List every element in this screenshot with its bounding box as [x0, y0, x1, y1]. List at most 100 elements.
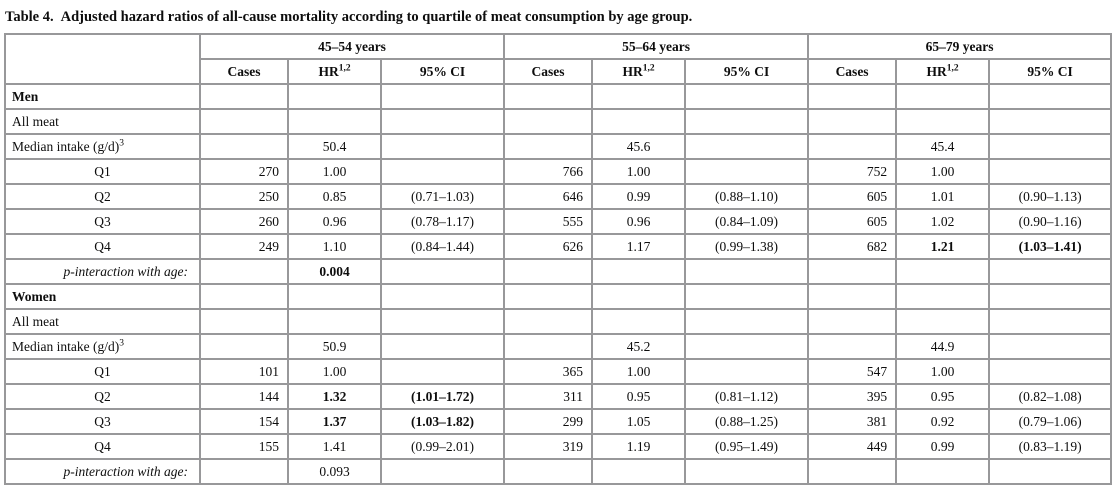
- page: Table 4. Adjusted hazard ratios of all-ca…: [4, 9, 1113, 485]
- cell-ci: [988, 133, 1113, 160]
- cell-ci: (0.99–1.38): [684, 233, 810, 260]
- cell-cases: 155: [199, 433, 289, 460]
- cell-ci: [379, 308, 506, 335]
- col-header-cases: Cases: [199, 58, 289, 85]
- table-row: Q2 144 1.32 (1.01–1.72) 311 0.95 (0.81–1.12) 39…: [4, 383, 1113, 410]
- cell-ci: [379, 83, 506, 110]
- cell-hr: [287, 108, 382, 135]
- cell-hr: [591, 308, 687, 335]
- cell-ci: (0.71–1.03): [379, 183, 506, 210]
- col-header-cases: Cases: [807, 58, 898, 85]
- table-title-text: Adjusted hazard ratios of all-cause mort…: [60, 9, 693, 25]
- cell-cases: [503, 283, 594, 310]
- table-row: p-interaction with age: 0.004: [4, 258, 1113, 285]
- cell-cases: [503, 258, 594, 285]
- cell-cases: 311: [503, 383, 594, 410]
- row-label: Q4: [4, 233, 201, 260]
- cell-cases: 766: [503, 158, 594, 185]
- cell-cases: [807, 283, 898, 310]
- cell-ci: [988, 358, 1113, 385]
- cell-ci: [379, 158, 506, 185]
- cell-hr: [287, 283, 382, 310]
- cell-cases: [503, 333, 594, 360]
- cell-ci: [379, 333, 506, 360]
- row-label: Q2: [4, 183, 201, 210]
- cell-ci: [684, 308, 810, 335]
- table-row: Median intake (g/d)3 50.4 45.6 45.4: [4, 133, 1113, 160]
- row-label: Women: [4, 283, 201, 310]
- cell-hr: 50.4: [287, 133, 382, 160]
- cell-hr: 45.4: [895, 133, 991, 160]
- cell-ci: [379, 458, 506, 485]
- cell-hr: 50.9: [287, 333, 382, 360]
- row-label: Q1: [4, 158, 201, 185]
- table-row: Women: [4, 283, 1113, 310]
- cell-hr: 1.41: [287, 433, 382, 460]
- cell-ci: (0.83–1.19): [988, 433, 1113, 460]
- cell-hr: 0.99: [895, 433, 991, 460]
- cell-cases: [503, 308, 594, 335]
- cell-cases: [503, 458, 594, 485]
- cell-cases: 547: [807, 358, 898, 385]
- cell-ci: [988, 333, 1113, 360]
- cell-cases: [503, 108, 594, 135]
- cell-hr: 0.85: [287, 183, 382, 210]
- cell-hr: 45.2: [591, 333, 687, 360]
- cell-hr: [895, 258, 991, 285]
- hr-footnote-superscript: 1,2: [642, 63, 655, 73]
- cell-ci: [988, 83, 1113, 110]
- cell-ci: [684, 333, 810, 360]
- row-label: All meat: [4, 108, 201, 135]
- cell-ci: (1.03–1.82): [379, 408, 506, 435]
- age-group-header-45-54: 45–54 years: [198, 33, 506, 60]
- cell-cases: [199, 283, 289, 310]
- cell-ci: [379, 108, 506, 135]
- table-row: All meat: [4, 108, 1113, 135]
- cell-ci: [988, 458, 1113, 485]
- cell-hr: [895, 83, 991, 110]
- cell-hr: 1.00: [591, 358, 687, 385]
- cell-hr: [287, 308, 382, 335]
- cell-cases: [199, 333, 289, 360]
- cell-hr: 0.99: [591, 183, 687, 210]
- cell-cases: [199, 458, 289, 485]
- cell-cases: 395: [807, 383, 898, 410]
- cell-cases: [199, 133, 289, 160]
- cell-cases: 144: [199, 383, 289, 410]
- table-row: Q1 101 1.00 365 1.00 547 1.00: [4, 358, 1113, 385]
- cell-ci: (0.95–1.49): [684, 433, 810, 460]
- cell-cases: [199, 83, 289, 110]
- cell-ci: (1.03–1.41): [988, 233, 1113, 260]
- cell-cases: [807, 333, 898, 360]
- label-footnote-superscript: 3: [119, 338, 124, 348]
- cell-cases: 249: [199, 233, 289, 260]
- table-row: Q4 249 1.10 (0.84–1.44) 626 1.17 (0.99–1.38) 68…: [4, 233, 1113, 260]
- table-row: p-interaction with age: 0.093: [4, 458, 1113, 485]
- cell-cases: [199, 308, 289, 335]
- cell-hr: 0.004: [287, 258, 382, 285]
- cell-hr: 1.00: [591, 158, 687, 185]
- cell-hr: [287, 83, 382, 110]
- cell-hr: [895, 308, 991, 335]
- row-label: p-interaction with age:: [4, 458, 201, 485]
- cell-cases: [807, 83, 898, 110]
- cell-ci: [379, 133, 506, 160]
- cell-ci: [379, 258, 506, 285]
- cell-ci: [684, 283, 810, 310]
- cell-cases: 270: [199, 158, 289, 185]
- col-header-hr: HR1,2: [895, 58, 991, 85]
- row-label: Q3: [4, 208, 201, 235]
- cell-cases: 101: [199, 358, 289, 385]
- cell-ci: [988, 108, 1113, 135]
- cell-hr: 0.093: [287, 458, 382, 485]
- table-title-label: Table 4.: [5, 9, 54, 25]
- cell-ci: (0.84–1.44): [379, 233, 506, 260]
- hazard-ratio-table: 45–54 years 55–64 years 65–79 years Case…: [4, 33, 1113, 485]
- cell-ci: [684, 133, 810, 160]
- cell-cases: 605: [807, 183, 898, 210]
- col-header-cases: Cases: [503, 58, 594, 85]
- cell-hr: 1.02: [895, 208, 991, 235]
- col-header-ci: 95% CI: [684, 58, 810, 85]
- cell-ci: (0.90–1.16): [988, 208, 1113, 235]
- cell-ci: [988, 258, 1113, 285]
